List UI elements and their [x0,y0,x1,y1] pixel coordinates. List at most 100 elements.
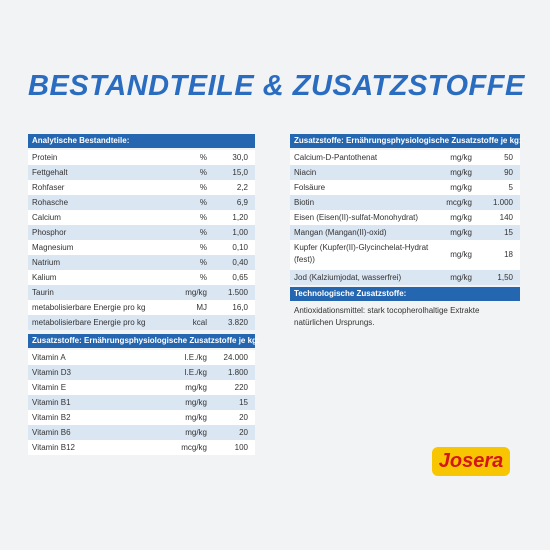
item-unit: mg/kg [185,428,207,437]
item-unit: mg/kg [450,272,472,282]
item-name: Rohasche [32,198,69,207]
item-unit: % [199,213,207,222]
item-name: Vitamin D3 [32,368,71,377]
table-row: Phosphor% 1,00 [28,225,255,240]
item-name: Eisen (Eisen(II)-sulfat-Monohydrat) [294,213,419,222]
item-unit: % [199,168,207,177]
item-unit: % [199,183,207,192]
item-unit: I.E./kg [184,368,207,377]
item-name: metabolisierbare Energie pro kg [32,318,146,327]
item-name: Phosphor [32,228,67,237]
item-name: Vitamin E [32,383,67,392]
item-name: Kalium [32,273,57,282]
table-row: Vitamin B1 mg/kg 15 [28,395,255,410]
table-row: Biotin mcg/kg 1.000 [290,195,520,210]
item-value: 3.820 [227,318,248,327]
table-row: Magnesium% 0,10 [28,240,255,255]
item-name: Jod (Kalziumjodat, wasserfrei) [294,273,402,282]
item-name: Vitamin B1 [32,398,71,407]
table-row: Natrium% 0,40 [28,255,255,270]
item-value: 1,50 [497,272,513,282]
item-name: Vitamin B12 [32,443,75,452]
item-name: Natrium [32,258,61,267]
table-row: Protein% 30,0 [28,150,255,165]
tech-text: natürlichen Ursprungs. [294,318,375,327]
item-unit: MJ [196,303,207,312]
item-value: 100 [234,443,248,452]
item-unit: mg/kg [450,212,472,222]
item-unit: I.E./kg [184,353,207,362]
item-unit: mg/kg [185,288,207,297]
item-value: 20 [239,413,248,422]
item-value: 1.800 [227,368,248,377]
table-row: Fettgehalt% 15,0 [28,165,255,180]
table-row: Vitamin B12 mcg/kg 100 [28,440,255,455]
item-value: 1,00 [232,228,248,237]
table-row: metabolisierbare Energie pro kg kcal 3.820 [28,315,255,330]
table-row: Rohasche% 6,9 [28,195,255,210]
item-name: Niacin [294,168,317,177]
item-unit: mg/kg [450,182,472,192]
item-value: 90 [504,167,513,177]
table-row: metabolisierbare Energie pro kg MJ 16,0 [28,300,255,315]
tech-text: Antioxidationsmittel: stark tocopherolha… [294,306,480,315]
item-name: Vitamin B6 [32,428,71,437]
item-unit: mcg/kg [181,443,207,452]
item-name: metabolisierbare Energie pro kg [32,303,146,312]
item-value: 5 [508,182,513,192]
logo: Josera [432,447,510,476]
item-unit: % [199,258,207,267]
item-unit: mg/kg [450,250,472,259]
table-row: Niacin mg/kg 90 [290,165,520,180]
item-name: Protein [32,153,58,162]
table-row: Vitamin D3 I.E./kg 1.800 [28,365,255,380]
item-value: 18 [504,250,513,259]
table-row: Taurin mg/kg 1.500 [28,285,255,300]
item-value: 6,9 [236,198,248,207]
item-name: Calcium [32,213,61,222]
item-unit: % [199,228,207,237]
table-row: Vitamin A I.E./kg 24.000 [28,350,255,365]
table-row: Rohfaser% 2,2 [28,180,255,195]
item-name: Folsäure [294,183,326,192]
item-value: 0,40 [232,258,248,267]
item-name: Fettgehalt [32,168,68,177]
table-row: Kupfer (Kupfer(II)-Glycinchelat-Hydrat (f… [290,240,520,270]
table-row: Vitamin E mg/kg 220 [28,380,255,395]
item-value: 0,10 [232,243,248,252]
item-name: Biotin [294,198,315,207]
item-value: 15,0 [232,168,248,177]
item-name: Mangan (Mangan(II)-oxid) [294,228,387,237]
item-name: Taurin [32,288,54,297]
item-value: 16,0 [232,303,248,312]
item-name: (fest)) [294,255,315,264]
item-value: 15 [504,227,513,237]
item-unit: mg/kg [185,398,207,407]
item-unit: mg/kg [450,227,472,237]
item-value: 20 [239,428,248,437]
item-value: 140 [499,212,513,222]
item-value: 24.000 [223,353,248,362]
table-row: Jod (Kalziumjodat, wasserfrei) mg/kg 1,50 [290,270,520,285]
item-unit: mg/kg [185,413,207,422]
item-value: 15 [239,398,248,407]
item-name: Rohfaser [32,183,65,192]
table-row: Kalium% 0,65 [28,270,255,285]
item-unit: % [199,153,207,162]
table-row: Mangan (Mangan(II)-oxid) mg/kg 15 [290,225,520,240]
item-unit: mcg/kg [446,197,472,207]
item-value: 220 [234,383,248,392]
table-row: Calcium-D-Pantothenat mg/kg 50 [290,150,520,165]
item-name: Vitamin A [32,353,66,362]
table-header: Zusatzstoffe: Ernährungsphysiologische Z… [28,334,260,348]
item-value: 0,65 [232,273,248,282]
table-row: Vitamin B2 mg/kg 20 [28,410,255,425]
item-unit: % [199,243,207,252]
item-value: 1,20 [232,213,248,222]
table-row: Vitamin B6 mg/kg 20 [28,425,255,440]
item-unit: mg/kg [450,152,472,162]
item-unit: % [199,198,207,207]
item-unit: mg/kg [450,167,472,177]
table-header: Analytische Bestandteile: [28,134,255,148]
